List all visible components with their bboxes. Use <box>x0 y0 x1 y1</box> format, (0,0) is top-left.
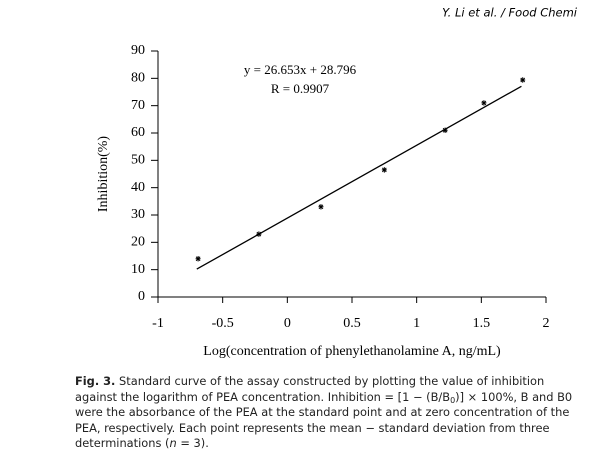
y-tick-label: 20 <box>131 235 145 250</box>
y-axis-label: Inhibition(%) <box>96 136 111 213</box>
y-tick-label: 80 <box>131 71 145 86</box>
y-tick-label: 90 <box>131 43 145 58</box>
x-tick-label: 1 <box>413 316 420 331</box>
y-tick-label: 0 <box>138 289 145 304</box>
data-point <box>318 204 324 210</box>
caption-text: )] × 100%, B and B0 were the absorbance … <box>75 389 573 451</box>
r-value: R = 0.9907 <box>271 81 330 96</box>
caption-label: Fig. 3. <box>75 374 116 388</box>
y-tick-label: 40 <box>131 180 145 195</box>
data-point <box>195 256 201 262</box>
x-tick-label: -0.5 <box>212 316 234 331</box>
citation: Y. Li et al. / Food Chemi <box>442 6 578 20</box>
y-tick-label: 30 <box>131 207 145 222</box>
fit-line <box>196 85 522 270</box>
x-tick-label: 0.5 <box>343 316 361 331</box>
y-tick-label: 50 <box>131 153 145 168</box>
caption-text: Standard curve of the assay constructed … <box>75 374 545 404</box>
data-point <box>520 77 526 83</box>
x-axis-label: Log(concentration of phenylethanolamine … <box>203 344 501 359</box>
chart: Y. Li et al. / Food Chemi y = 26.653x + … <box>96 6 578 360</box>
x-tick-label: 0 <box>284 316 291 331</box>
y-tick-label: 60 <box>131 125 145 140</box>
x-tick-label: 2 <box>543 316 550 331</box>
caption-text: = 3). <box>176 436 209 451</box>
data-point <box>442 127 448 133</box>
x-tick-label: -1 <box>152 316 164 331</box>
caption-text: 0 <box>450 395 456 405</box>
caption-text: n <box>169 436 177 451</box>
y-tick-label: 70 <box>131 98 145 113</box>
data-point <box>381 167 387 173</box>
data-point <box>256 231 262 237</box>
caption: Fig. 3. Standard curve of the assay cons… <box>75 374 578 452</box>
x-tick-label: 1.5 <box>473 316 491 331</box>
equation: y = 26.653x + 28.796 <box>244 62 357 77</box>
data-point <box>481 100 487 106</box>
y-tick-label: 10 <box>131 262 145 277</box>
